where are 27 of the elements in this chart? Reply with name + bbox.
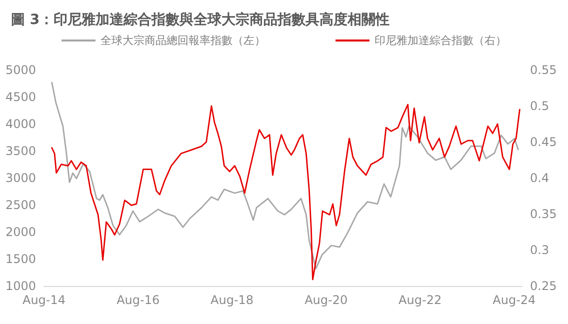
chart-title: 圖 3：印尼雅加達綜合指數與全球大宗商品指數具高度相關性 [11,11,390,28]
y-tick-label: 5000 [5,63,36,77]
y-tick-label: 1000 [5,279,36,293]
y-tick-label: 4000 [5,117,36,131]
x-tick-label: Aug-14 [22,293,66,307]
y2-tick-label: 0.45 [530,135,557,149]
x-tick-label: Aug-16 [116,293,160,307]
y-tick-label: 3500 [5,144,36,158]
legend-label: 印尼雅加達綜合指數（右） [374,34,506,47]
y2-tick-label: 0.25 [530,279,557,293]
y2-tick-label: 0.5 [530,99,550,113]
legend-label: 全球大宗商品總回報率指數（左） [100,34,266,47]
y-tick-label: 3000 [5,171,36,185]
x-tick-label: Aug-18 [210,293,254,307]
line-series [51,104,520,280]
y2-tick-label: 0.35 [530,207,557,221]
y2-tick-label: 0.4 [530,171,550,185]
y2-tick-label: 0.3 [530,243,550,257]
y-tick-label: 2000 [5,225,36,239]
y-tick-label: 4500 [5,90,36,104]
y-tick-label: 1500 [5,252,36,266]
line-series [51,82,519,270]
y2-tick-label: 0.55 [530,63,557,77]
x-tick-label: Aug-24 [492,293,536,307]
x-tick-label: Aug-22 [398,293,442,307]
y-tick-label: 2500 [5,198,36,212]
x-tick-label: Aug-20 [304,293,348,307]
